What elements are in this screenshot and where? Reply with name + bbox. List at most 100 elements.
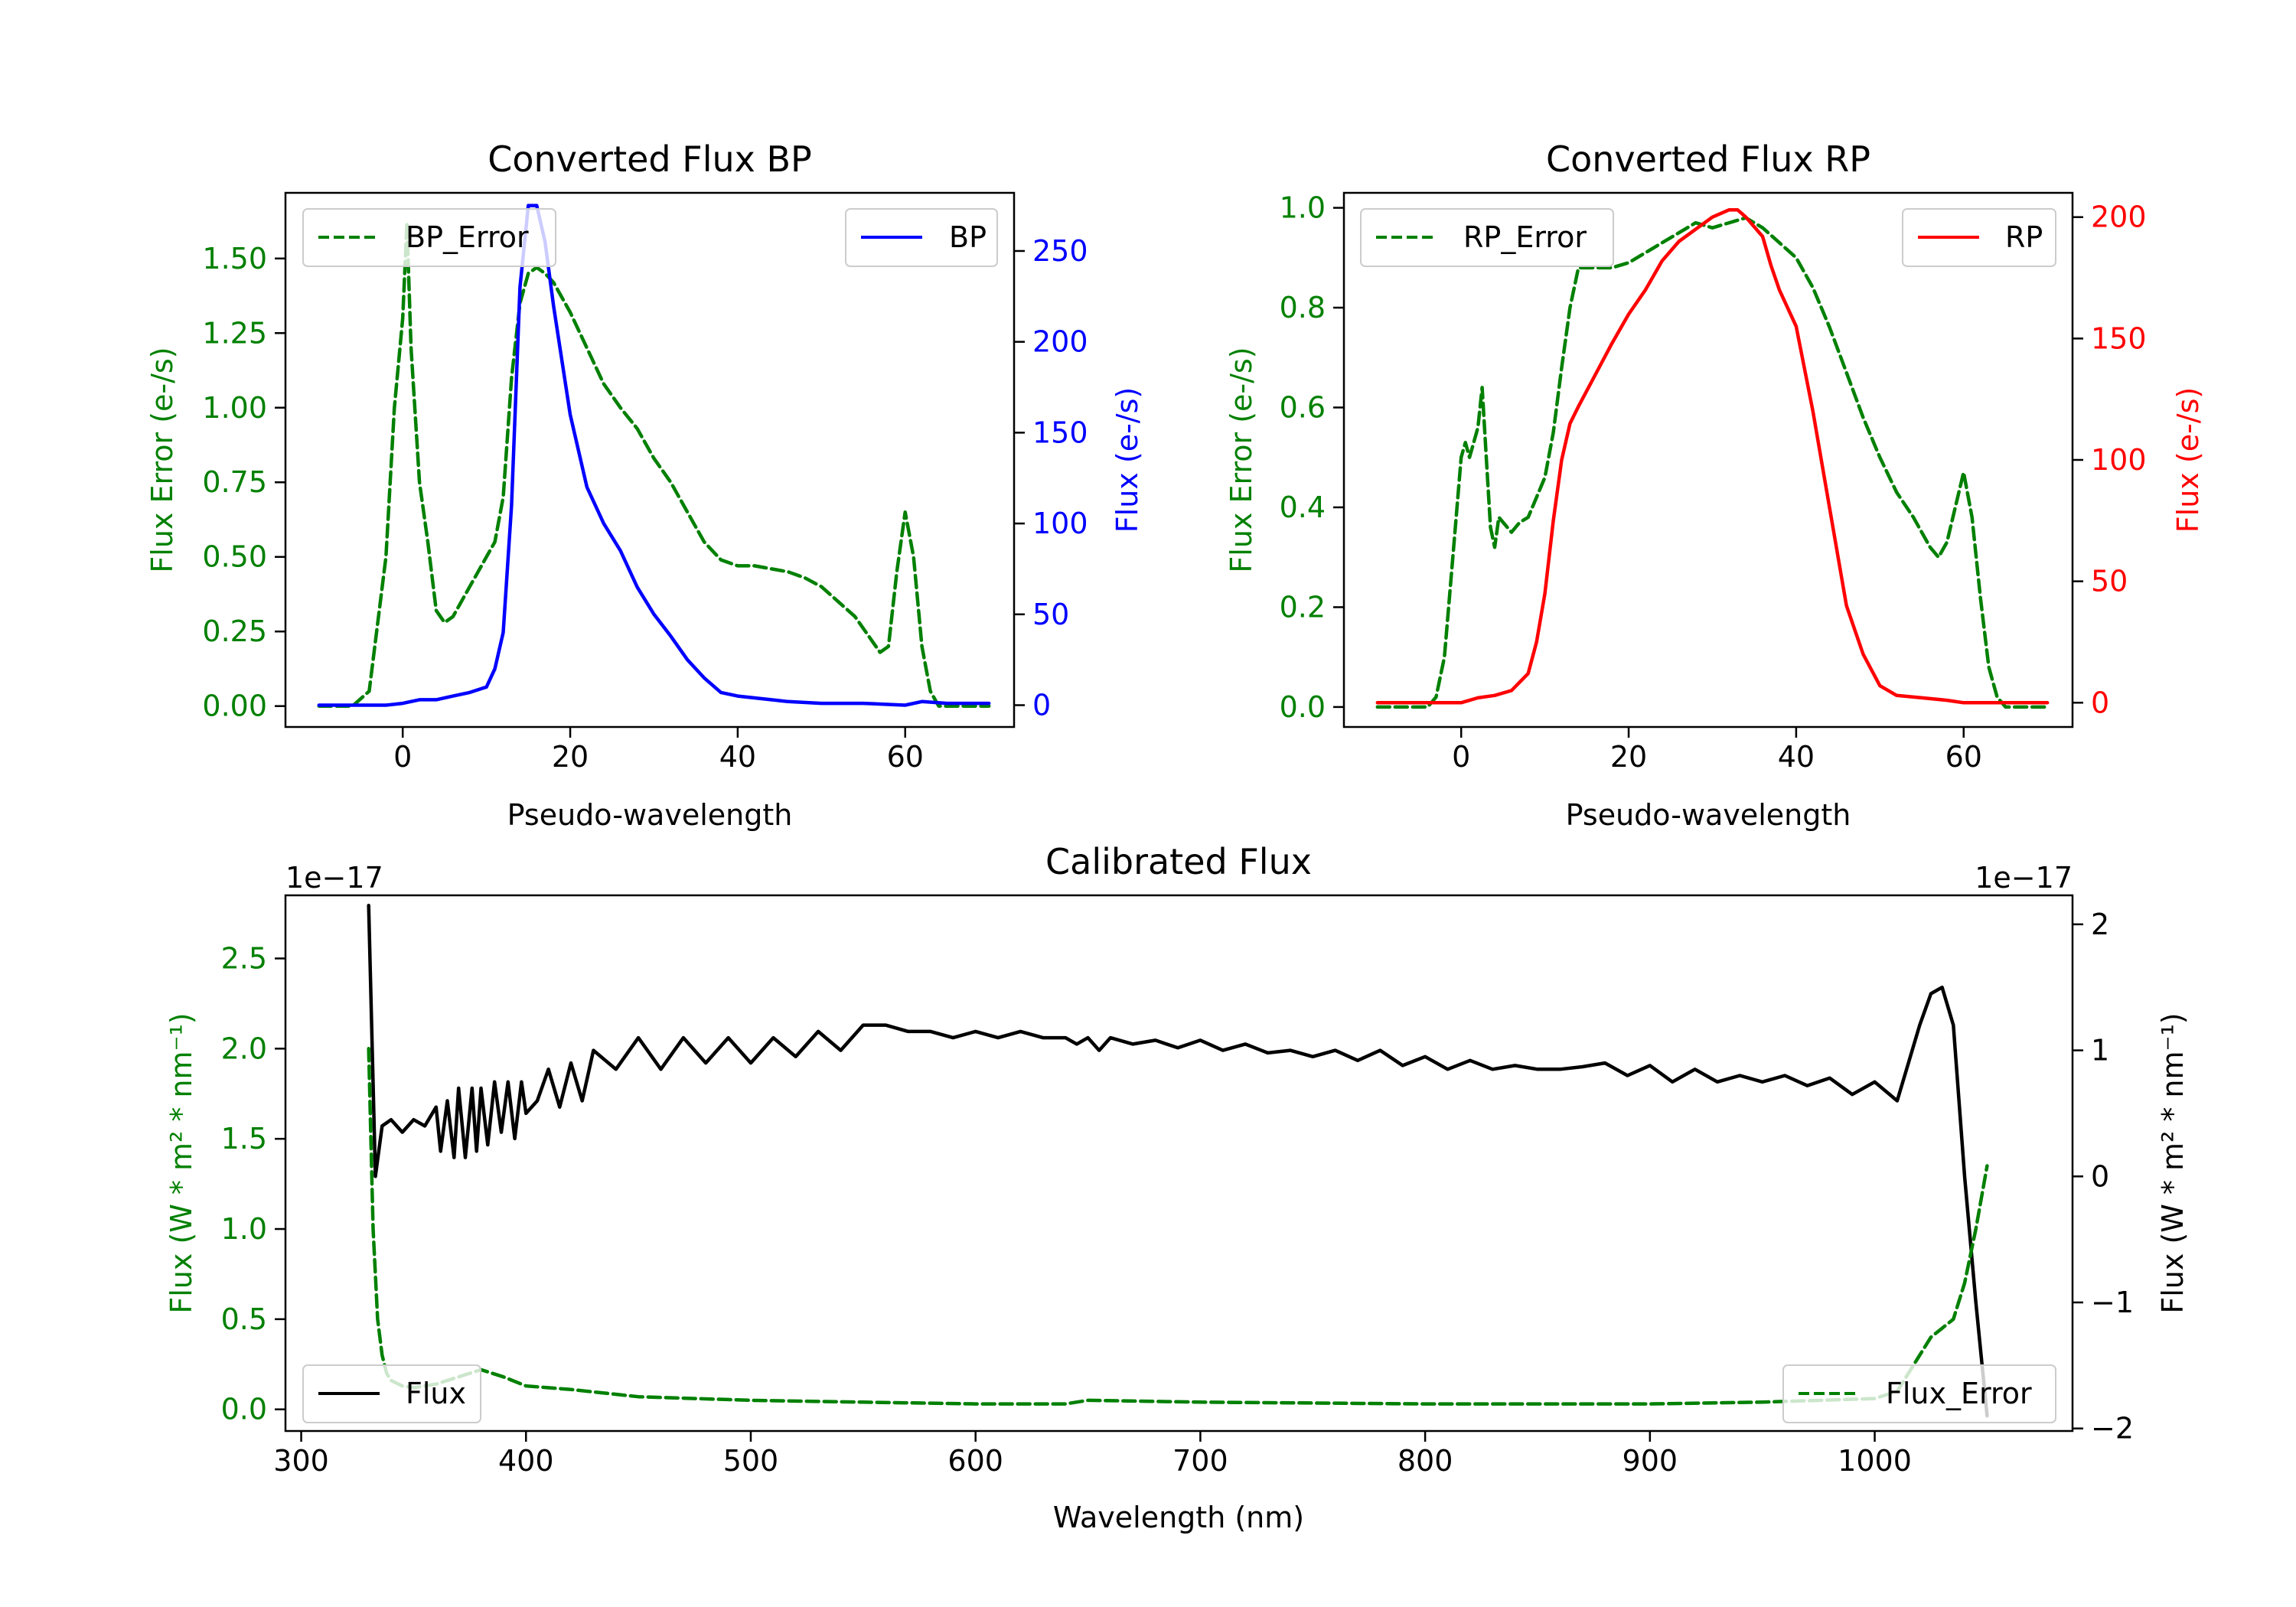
rp-left-y-tick-label: 0.6 — [1280, 391, 1326, 425]
bp-right-y-label: Flux (e-/s) — [1110, 387, 1144, 533]
bp-right-y-tick-label: 200 — [1032, 325, 1088, 359]
cal-axes-frame — [284, 894, 2074, 1433]
cal-right-y-tick-label: 2 — [2091, 908, 2109, 941]
rp-x-tick-label: 60 — [1945, 740, 1982, 774]
cal-left-offset: 1e−17 — [285, 861, 383, 895]
rp-left-y-tick-label: 0.0 — [1280, 690, 1326, 724]
bp-right-y-tick-label: 0 — [1032, 689, 1051, 722]
cal-left-y-label: Flux (W * m² * nm⁻¹) — [165, 1012, 198, 1313]
rp-axes-frame — [1342, 191, 2074, 729]
bp-right-y-tick-label: 50 — [1032, 598, 1069, 631]
cal-series-flux — [367, 903, 1989, 1418]
bp-left-y-tick-label: 0.75 — [202, 465, 267, 499]
rp-left-y-tick-label: 0.8 — [1280, 291, 1326, 324]
bp-series-bp — [317, 204, 991, 707]
rp-left-y-tick-label: 1.0 — [1280, 191, 1326, 225]
bp-right-y-tick-label: 250 — [1032, 234, 1088, 268]
cal-right-y-tick-label: 1 — [2091, 1034, 2109, 1068]
bp-x-ticks: 0 20 40 60 — [393, 727, 924, 774]
cal-legend-error-box — [1782, 1364, 2056, 1423]
bp-right-y-tick-label: 150 — [1032, 416, 1088, 449]
bp-left-y-label: Flux Error (e-/s) — [145, 347, 179, 572]
rp-right-y-ticks: 0 50 100 150 200 — [2073, 200, 2147, 719]
bp-x-label: Pseudo-wavelength — [507, 798, 793, 832]
rp-x-tick-label: 40 — [1778, 740, 1815, 774]
rp-left-y-ticks: 0.0 0.2 0.4 0.6 0.8 1.0 — [1280, 191, 1344, 724]
bp-x-tick-label: 40 — [719, 740, 756, 774]
bp-left-y-tick-label: 0.50 — [202, 540, 267, 574]
bp-left-y-tick-label: 1.00 — [202, 391, 267, 425]
rp-right-y-tick-label: 100 — [2091, 443, 2147, 477]
rp-x-label: Pseudo-wavelength — [1566, 798, 1851, 832]
cal-right-y-label: Flux (W * m² * nm⁻¹) — [2156, 1012, 2190, 1313]
cal-right-y-tick-label: −2 — [2091, 1412, 2134, 1446]
cal-left-y-tick-label: 1.5 — [221, 1122, 267, 1156]
cal-legend-flux: Flux — [302, 1364, 481, 1423]
cal-legend-flux-box — [302, 1364, 481, 1423]
rp-legend-error-box — [1360, 208, 1614, 267]
cal-left-y-tick-label: 2.5 — [221, 941, 267, 975]
cal-x-tick-label: 400 — [498, 1444, 554, 1478]
bp-legend-flux-label: BP — [949, 220, 987, 254]
cal-left-y-ticks: 0.0 0.5 1.0 1.5 2.0 2.5 — [221, 941, 285, 1426]
rp-series-rp-error — [1375, 216, 2050, 709]
bp-legend-flux: BP — [845, 208, 998, 267]
cal-right-y-tick-label: 0 — [2091, 1159, 2109, 1193]
cal-panel: Calibrated Flux 1e−17 1e−17 300 400 500 600… — [165, 841, 2190, 1534]
rp-right-y-tick-label: 200 — [2091, 200, 2147, 234]
rp-right-y-tick-label: 50 — [2091, 565, 2128, 598]
cal-left-y-tick-label: 2.0 — [221, 1032, 267, 1065]
rp-panel: Converted Flux RP 0 20 40 60 0.00.20.40.60.… — [1225, 139, 2205, 832]
rp-x-tick-label: 20 — [1610, 740, 1647, 774]
bp-legend-error-label: BP_Error — [406, 220, 529, 254]
rp-x-ticks: 0 20 40 60 — [1452, 727, 1982, 774]
cal-legend-error-label: Flux_Error — [1886, 1377, 2032, 1410]
cal-x-tick-label: 900 — [1623, 1444, 1678, 1478]
cal-title: Calibrated Flux — [1045, 841, 1312, 882]
bp-left-y-tick-label: 0.25 — [202, 614, 267, 648]
rp-left-y-tick-label: 0.4 — [1280, 491, 1326, 524]
cal-x-tick-label: 700 — [1172, 1444, 1228, 1478]
cal-right-y-tick-label: −1 — [2091, 1286, 2134, 1319]
rp-right-y-label: Flux (e-/s) — [2171, 387, 2205, 533]
cal-x-tick-label: 1000 — [1838, 1444, 1912, 1478]
cal-right-y-ticks: −2 −1 0 1 2 — [2073, 908, 2134, 1446]
cal-x-tick-label: 300 — [273, 1444, 329, 1478]
rp-x-tick-label: 0 — [1452, 740, 1470, 774]
bp-x-tick-label: 60 — [887, 740, 924, 774]
cal-x-tick-label: 600 — [947, 1444, 1003, 1478]
bp-x-tick-label: 20 — [552, 740, 589, 774]
cal-left-y-tick-label: 0.5 — [221, 1302, 267, 1336]
cal-x-tick-label: 500 — [723, 1444, 779, 1478]
rp-title: Converted Flux RP — [1546, 139, 1870, 180]
cal-x-label: Wavelength (nm) — [1053, 1501, 1304, 1534]
rp-plot-area — [1375, 207, 2050, 709]
rp-legend-flux-label: RP — [2005, 220, 2043, 254]
bp-panel: Converted Flux BP 0 20 40 60 0.000.250.500.… — [145, 139, 1144, 832]
cal-x-ticks: 300 400 500 600 700 800 900 1000 — [273, 1431, 1912, 1478]
rp-legend-error-label: RP_Error — [1463, 220, 1587, 254]
rp-left-y-tick-label: 0.2 — [1280, 590, 1326, 624]
rp-legend-flux: RP — [1902, 208, 2056, 267]
rp-right-y-tick-label: 0 — [2091, 686, 2109, 719]
cal-x-tick-label: 800 — [1397, 1444, 1453, 1478]
rp-legend-error: RP_Error — [1360, 208, 1614, 267]
bp-plot-area — [317, 204, 991, 708]
bp-x-tick-label: 0 — [393, 740, 412, 774]
cal-legend-error: Flux_Error — [1782, 1364, 2056, 1423]
bp-legend-error: BP_Error — [302, 208, 556, 267]
bp-left-y-ticks: 0.00 0.25 0.50 0.75 1.00 1.25 1.50 — [202, 242, 285, 723]
cal-legend-flux-label: Flux — [406, 1377, 466, 1410]
bp-left-y-tick-label: 0.00 — [202, 689, 267, 723]
bp-legend-error-box — [302, 208, 556, 267]
cal-left-y-tick-label: 1.0 — [221, 1212, 267, 1246]
rp-right-y-tick-label: 150 — [2091, 321, 2147, 355]
rp-series-rp — [1375, 207, 2050, 705]
bp-right-y-ticks: 0 50 100 150 200 250 — [1014, 234, 1088, 722]
rp-left-y-label: Flux Error (e-/s) — [1225, 347, 1258, 572]
bp-axes-frame — [284, 191, 1016, 729]
bp-left-y-tick-label: 1.25 — [202, 316, 267, 350]
bp-left-y-tick-label: 1.50 — [202, 242, 267, 275]
bp-series-bp-error — [317, 220, 991, 708]
